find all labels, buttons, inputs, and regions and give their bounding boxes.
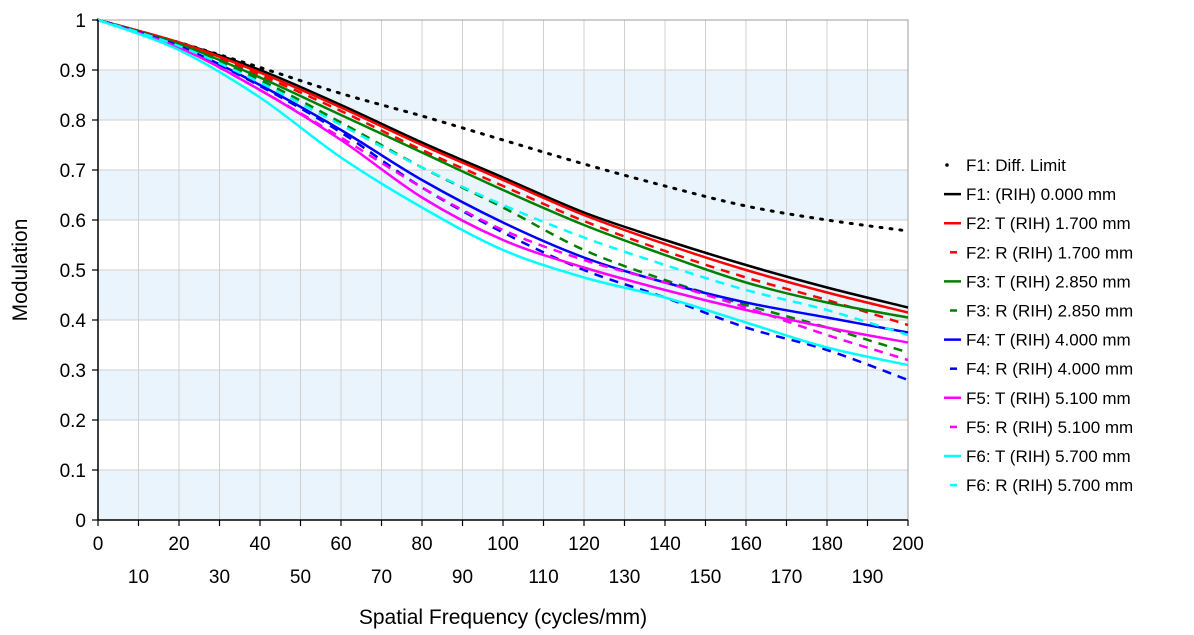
- legend-item: F6: T (RIH) 5.700 mm: [944, 447, 1131, 466]
- legend-label: F1: (RIH) 0.000 mm: [966, 185, 1116, 204]
- legend-label: F4: R (RIH) 4.000 mm: [966, 360, 1133, 379]
- series-line-5: [97, 18, 909, 319]
- legend: F1: Diff. Limit F1: (RIH) 0.000 mm F2: T (…: [944, 156, 1133, 495]
- y-tick-labels: 0 0.1 0.2 0.3 0.4 0.5 0.6 0.7 0.8 0.9 1: [60, 11, 87, 532]
- legend-item: F5: T (RIH) 5.100 mm: [944, 389, 1131, 408]
- x-tick-label: 170: [771, 567, 803, 588]
- legend-item: F4: T (RIH) 4.000 mm: [944, 331, 1131, 350]
- series-line-10: [97, 18, 909, 362]
- x-tick-label: 200: [892, 534, 924, 555]
- x-tick-label: 150: [690, 567, 722, 588]
- legend-label: F6: R (RIH) 5.700 mm: [966, 476, 1133, 495]
- x-tick-label: 20: [168, 534, 189, 555]
- legend-item: F5: R (RIH) 5.100 mm: [950, 418, 1133, 437]
- series-line-8: [97, 18, 909, 382]
- series-line-4: [97, 18, 909, 327]
- legend-label: F6: T (RIH) 5.700 mm: [966, 447, 1131, 466]
- legend-label: F2: T (RIH) 1.700 mm: [966, 214, 1131, 233]
- x-tick-label: 90: [452, 567, 473, 588]
- x-tick-label: 140: [649, 534, 681, 555]
- y-tick-label: 0.3: [60, 361, 86, 382]
- x-tick-label: 70: [371, 567, 392, 588]
- x-tick-label: 0: [93, 534, 104, 555]
- x-tick-label: 80: [411, 534, 432, 555]
- legend-item: F4: R (RIH) 4.000 mm: [950, 360, 1133, 379]
- y-tick-label: 1: [75, 11, 86, 32]
- y-axis-title: Modulation: [9, 219, 32, 322]
- series-line-3: [97, 18, 909, 314]
- series-lines: [96, 18, 910, 382]
- x-tick-label: 160: [730, 534, 762, 555]
- x-tick-label: 10: [128, 567, 149, 588]
- x-tick-labels: 0 20 40 60 80 100 120 140 160 180 200 10 30 50 70 90 110…: [93, 534, 924, 588]
- legend-item: F2: R (RIH) 1.700 mm: [950, 243, 1133, 262]
- y-tick-label: 0.8: [60, 111, 86, 132]
- legend-label: F5: R (RIH) 5.100 mm: [966, 418, 1133, 437]
- x-tick-label: 100: [487, 534, 519, 555]
- legend-label: F3: T (RIH) 2.850 mm: [966, 272, 1131, 291]
- x-tick-label: 50: [290, 567, 311, 588]
- x-tick-label: 130: [609, 567, 641, 588]
- legend-item: F3: R (RIH) 2.850 mm: [950, 302, 1133, 321]
- x-tick-label: 110: [528, 567, 558, 588]
- legend-item: F1: (RIH) 0.000 mm: [944, 185, 1116, 204]
- x-tick-label: 180: [811, 534, 843, 555]
- x-tick-label: 120: [568, 534, 600, 555]
- axes: [92, 19, 909, 526]
- y-tick-label: 0.1: [60, 461, 86, 482]
- x-tick-label: 40: [249, 534, 270, 555]
- series-line-2: [97, 18, 909, 309]
- y-tick-label: 0.4: [60, 311, 87, 332]
- legend-label: F1: Diff. Limit: [966, 156, 1066, 175]
- y-tick-label: 0: [75, 511, 86, 532]
- legend-swatch: [945, 163, 949, 167]
- series-line-12: [97, 18, 909, 337]
- legend-label: F2: R (RIH) 1.700 mm: [966, 243, 1133, 262]
- y-tick-label: 0.6: [60, 211, 86, 232]
- legend-item: F3: T (RIH) 2.850 mm: [944, 272, 1131, 291]
- x-tick-label: 60: [330, 534, 351, 555]
- legend-label: F4: T (RIH) 4.000 mm: [966, 331, 1131, 350]
- y-tick-label: 0.7: [60, 161, 86, 182]
- y-tick-label: 0.2: [60, 411, 86, 432]
- grid-lines: [97, 19, 909, 521]
- y-tick-label: 0.5: [60, 261, 86, 282]
- legend-label: F3: R (RIH) 2.850 mm: [966, 302, 1133, 321]
- series-line-11: [97, 18, 909, 367]
- legend-item: F2: T (RIH) 1.700 mm: [944, 214, 1131, 233]
- legend-label: F5: T (RIH) 5.100 mm: [966, 389, 1131, 408]
- y-tick-label: 0.9: [60, 61, 86, 82]
- legend-item: F6: R (RIH) 5.700 mm: [950, 476, 1133, 495]
- series-line-6: [97, 18, 909, 354]
- x-tick-label: 30: [209, 567, 230, 588]
- x-axis-title: Spatial Frequency (cycles/mm): [359, 606, 647, 629]
- x-tick-label: 190: [852, 567, 884, 588]
- legend-item: F1: Diff. Limit: [945, 156, 1066, 175]
